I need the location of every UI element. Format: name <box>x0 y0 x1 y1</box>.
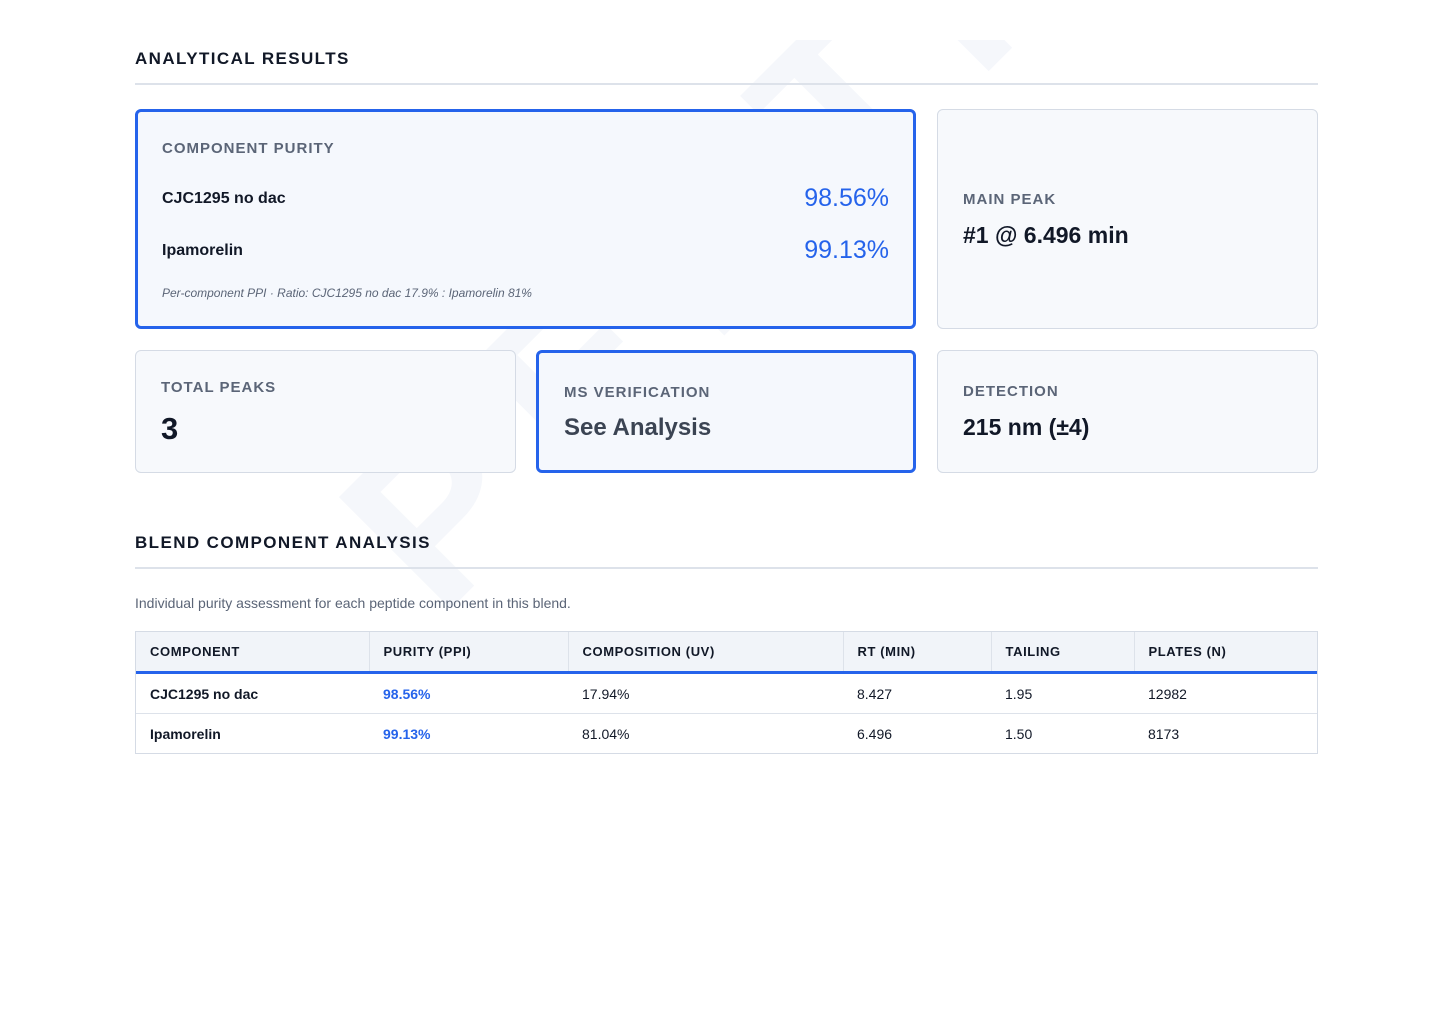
detection-value: 215 nm (±4) <box>963 414 1090 440</box>
column-header-rt: RT (MIN) <box>843 632 992 674</box>
section-title-analytical-results: ANALYTICAL RESULTS <box>135 49 1318 85</box>
cell-plates: 8173 <box>1148 725 1180 742</box>
purity-component-name: Ipamorelin <box>162 241 243 259</box>
column-header-tailing: TAILING <box>991 632 1135 674</box>
purity-component-name: CJC1295 no dac <box>162 189 286 207</box>
total-peaks-label: TOTAL PEAKS <box>161 379 277 396</box>
column-header-plates: PLATES (N) <box>1134 632 1317 674</box>
ms-verification-card[interactable]: MS VERIFICATION See Analysis <box>536 350 916 473</box>
column-header-composition: COMPOSITION (UV) <box>568 632 844 674</box>
column-header-component: COMPONENT <box>136 632 370 674</box>
cell-composition: 17.94% <box>568 672 843 714</box>
cell-component: CJC1295 no dac <box>136 672 369 714</box>
blend-subtitle: Individual purity assessment for each pe… <box>135 595 571 611</box>
purity-component-value: 98.56% <box>804 184 889 212</box>
cell-purity: 99.13% <box>383 725 431 742</box>
purity-ratio-note: Per-component PPI · Ratio: CJC1295 no da… <box>162 286 532 300</box>
purity-row: Ipamorelin 99.13% <box>162 236 889 265</box>
component-purity-label: COMPONENT PURITY <box>162 140 335 157</box>
main-peak-card: MAIN PEAK #1 @ 6.496 min <box>937 109 1318 329</box>
detection-card: DETECTION 215 nm (±4) <box>937 350 1318 473</box>
cell-plates: 12982 <box>1134 672 1317 714</box>
cell-component: Ipamorelin <box>150 725 221 742</box>
table-header-row: COMPONENT PURITY (PPI) COMPOSITION (UV) … <box>136 632 1317 674</box>
cell-rt: 8.427 <box>843 672 991 714</box>
section-title-blend-analysis: BLEND COMPONENT ANALYSIS <box>135 533 1318 569</box>
column-header-purity: PURITY (PPI) <box>369 632 569 674</box>
ms-verification-label: MS VERIFICATION <box>564 384 711 401</box>
blend-component-table: COMPONENT PURITY (PPI) COMPOSITION (UV) … <box>135 631 1318 754</box>
main-peak-value: #1 @ 6.496 min <box>963 222 1129 248</box>
cell-tailing: 1.50 <box>1005 725 1033 742</box>
purity-row: CJC1295 no dac 98.56% <box>162 184 889 213</box>
total-peaks-card: TOTAL PEAKS 3 <box>135 350 516 473</box>
cell-purity: 98.56% <box>369 672 568 714</box>
ms-verification-value[interactable]: See Analysis <box>564 414 712 441</box>
total-peaks-value: 3 <box>161 411 179 446</box>
table-row: CJC1295 no dac 98.56% 17.94% 8.427 1.95 … <box>136 672 1317 714</box>
detection-label: DETECTION <box>963 383 1059 400</box>
main-peak-label: MAIN PEAK <box>963 191 1057 208</box>
cell-tailing: 1.95 <box>991 672 1134 714</box>
table-row: Ipamorelin 99.13% 81.04% 6.496 1.50 8173 <box>136 714 1317 754</box>
purity-component-value: 99.13% <box>804 236 889 264</box>
component-purity-card: COMPONENT PURITY CJC1295 no dac 98.56% I… <box>135 109 916 329</box>
cell-composition: 81.04% <box>582 725 630 742</box>
cell-rt: 6.496 <box>857 725 893 742</box>
